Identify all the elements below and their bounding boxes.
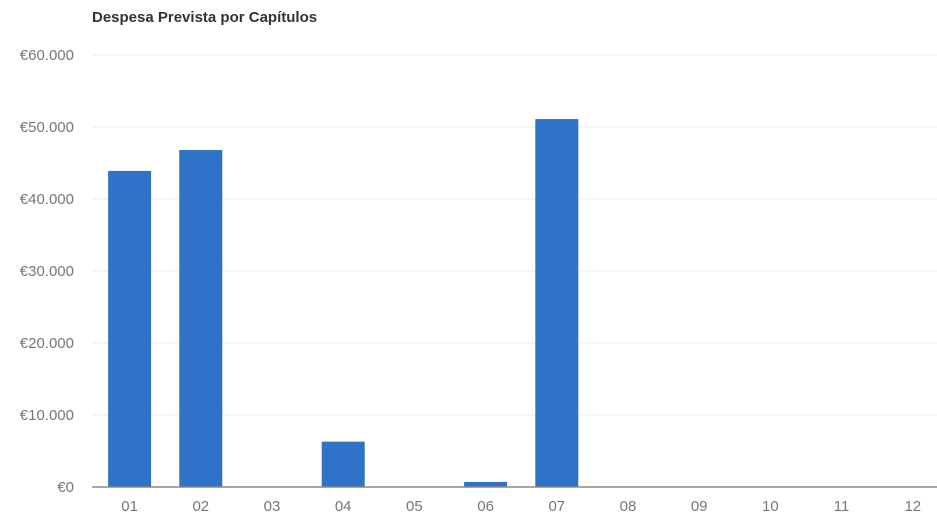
bar-07 — [535, 119, 579, 487]
bar-06 — [464, 481, 508, 487]
x-tick-label: 08 — [620, 498, 637, 515]
x-tick-label: 09 — [691, 498, 708, 515]
y-tick-label: €40.000 — [20, 191, 74, 208]
y-tick-label: €0 — [57, 479, 74, 496]
y-tick-label: €50.000 — [20, 119, 74, 136]
x-tick-label: 11 — [834, 498, 850, 515]
x-tick-label: 03 — [264, 498, 281, 515]
chart-title: Despesa Prevista por Capítulos — [92, 9, 318, 26]
x-tick-label: 05 — [406, 498, 423, 515]
x-tick-label: 12 — [904, 498, 921, 515]
y-tick-label: €30.000 — [20, 263, 74, 280]
y-tick-label: €20.000 — [20, 335, 74, 352]
bar-01 — [108, 170, 152, 488]
x-tick-label: 01 — [121, 498, 138, 515]
bar-02 — [179, 150, 223, 488]
x-tick-label: 04 — [335, 498, 352, 515]
bar-04 — [321, 441, 365, 487]
x-tick-label: 07 — [548, 498, 565, 515]
y-tick-label: €60.000 — [20, 47, 74, 64]
x-tick-label: 06 — [477, 498, 494, 515]
y-tick-label: €10.000 — [20, 407, 74, 424]
x-tick-label: 10 — [762, 498, 779, 515]
x-tick-label: 02 — [192, 498, 209, 515]
